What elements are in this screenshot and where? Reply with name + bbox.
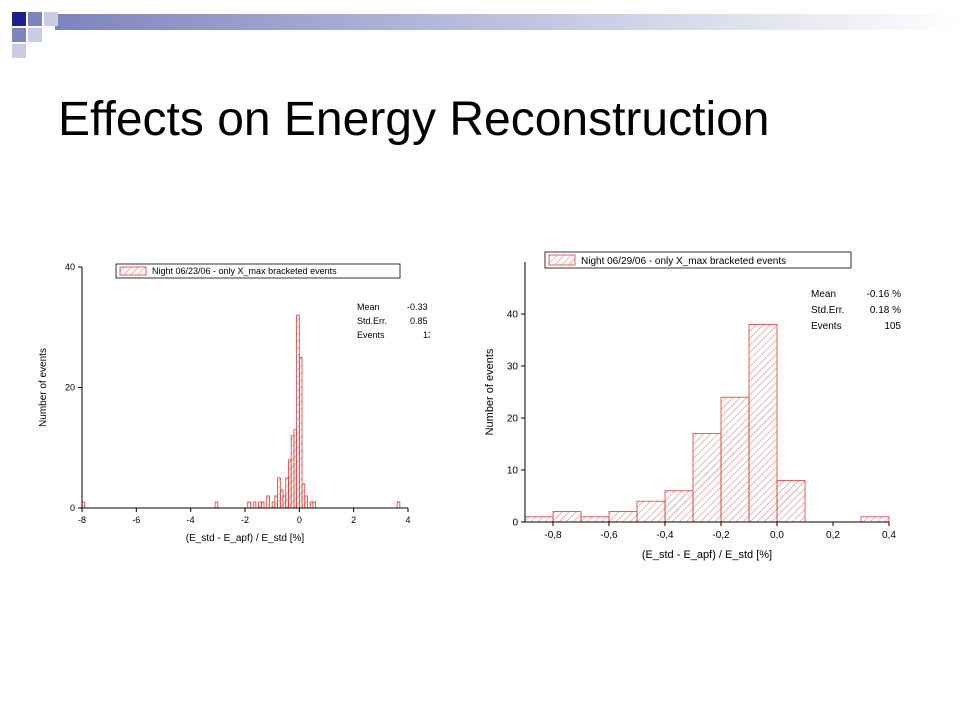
x-tick-label: 0,4 [882, 530, 896, 541]
x-tick-label: 0,0 [770, 530, 784, 541]
histogram-bar [293, 429, 298, 509]
histogram-bar [552, 511, 582, 523]
stat-value: 133 [423, 330, 430, 340]
x-tick-label: -6 [132, 515, 140, 525]
histogram-bar [776, 479, 806, 523]
histogram-bar [274, 495, 278, 509]
y-tick-label: 30 [507, 361, 519, 372]
histogram-bar [214, 501, 219, 509]
y-axis-label: Number of events [484, 348, 496, 435]
x-tick-label: -0,8 [544, 530, 562, 541]
y-tick-label: 0 [512, 517, 518, 528]
y-axis-label: Number of events [38, 348, 49, 427]
histogram-bar [748, 324, 778, 523]
histogram-bar [260, 501, 265, 509]
histogram-bar [720, 396, 750, 523]
histogram-bar [285, 477, 289, 509]
x-tick-label: 2 [351, 515, 356, 525]
x-tick-label: -4 [187, 515, 195, 525]
histogram-bar [692, 433, 722, 523]
stat-value: -0.16 % [867, 289, 902, 300]
histogram-bar [258, 501, 262, 509]
slide-title: Effects on Energy Reconstruction [58, 93, 770, 146]
y-tick-label: 40 [507, 309, 519, 320]
histogram-bar [298, 356, 303, 509]
legend-label: Night 06/29/06 - only X_max bracketed ev… [581, 256, 786, 267]
stat-label: Std.Err. [811, 305, 844, 316]
deco-square-mid-2 [12, 28, 26, 42]
stat-label: Mean [811, 289, 836, 300]
legend-swatch [548, 254, 576, 266]
stat-value: -0.33 % [407, 302, 430, 312]
deco-square-light-2 [28, 28, 42, 42]
stat-label: Std.Err. [357, 316, 387, 326]
x-tick-label: -8 [78, 515, 86, 525]
stat-label: Events [357, 330, 385, 340]
stat-value: 105 [884, 321, 901, 332]
stat-value: 0.85 % [410, 316, 430, 326]
y-tick-label: 20 [65, 383, 75, 393]
x-axis-label: (E_std - E_apf) / E_std [%] [186, 533, 305, 544]
x-tick-label: -0,2 [712, 530, 730, 541]
histogram-bar [309, 501, 314, 509]
histogram-bar [524, 516, 554, 523]
histogram-bar [282, 495, 287, 509]
histogram-bar [252, 501, 257, 509]
legend-swatch [119, 266, 147, 276]
y-tick-label: 0 [70, 503, 75, 513]
histogram-bar [301, 483, 306, 509]
stat-value: 0.18 % [870, 305, 901, 316]
histogram-bar [271, 501, 276, 509]
histogram-night-0629: -0,8 -0,6 -0,4 -0,2 0,0 0,2 0,4 0 10 20 30 40 (E_std… [484, 251, 902, 561]
y-tick-label: 20 [507, 413, 519, 424]
histogram-bar [664, 490, 694, 523]
deco-square-dark [12, 12, 26, 26]
histogram-bar [290, 435, 295, 509]
histogram-bar [279, 489, 284, 509]
deco-square-light-3 [12, 44, 26, 58]
x-tick-label: -0,6 [600, 530, 618, 541]
stat-label: Events [811, 321, 842, 332]
x-tick-label: 4 [405, 515, 410, 525]
histogram-bar [636, 500, 666, 523]
deco-square-light [44, 12, 58, 26]
y-tick-label: 40 [65, 262, 75, 272]
y-tick-label: 10 [507, 465, 519, 476]
legend-label: Night 06/23/06 - only X_max bracketed ev… [152, 266, 337, 276]
histogram-bar [288, 459, 292, 509]
histogram-bar [266, 495, 270, 509]
header-gradient-bar [55, 14, 960, 30]
histogram-bar [860, 516, 890, 523]
slide-decoration [12, 12, 960, 58]
legend-box [544, 251, 852, 269]
x-tick-label: -2 [241, 515, 249, 525]
legend-box [115, 263, 401, 279]
deco-square-mid [28, 12, 42, 26]
histogram-bar [304, 495, 308, 509]
histogram-bar [296, 314, 300, 509]
x-tick-label: 0 [297, 515, 302, 525]
x-tick-label: -0,4 [656, 530, 674, 541]
histogram-bar [247, 501, 251, 509]
stat-label: Mean [357, 302, 380, 312]
x-axis-label: (E_std - E_apf) / E_std [%] [642, 549, 772, 561]
histogram-bar [580, 516, 610, 523]
histogram-bar [277, 477, 281, 509]
histogram-bar [608, 511, 638, 523]
x-tick-label: 0,2 [826, 530, 840, 541]
histogram-bar [312, 501, 317, 509]
histogram-bar [396, 501, 401, 509]
